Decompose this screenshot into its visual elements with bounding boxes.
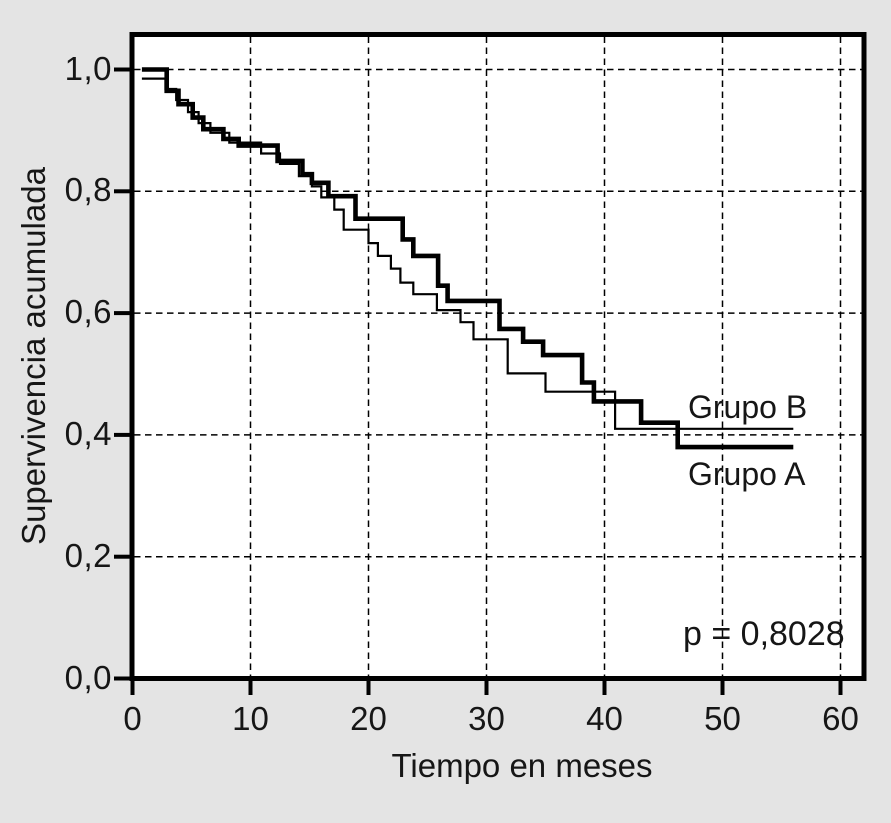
x-tick-label: 20 xyxy=(350,700,387,737)
y-tick-label: 0,8 xyxy=(64,171,112,209)
p-value-annotation: p = 0,8028 xyxy=(683,615,845,653)
y-tick-label: 1,0 xyxy=(64,49,112,87)
x-axis-title: Tiempo en meses xyxy=(391,747,653,784)
x-tick-label: 10 xyxy=(232,700,269,737)
x-tick-label: 50 xyxy=(704,700,741,737)
y-tick-label: 0,2 xyxy=(64,536,112,574)
x-tick-label: 40 xyxy=(586,700,623,737)
y-tick-label: 0,0 xyxy=(64,658,112,696)
series-label-grupo-b: Grupo B xyxy=(688,389,808,425)
survival-curve-grupo-b xyxy=(141,77,794,430)
y-axis-title: Supervivencia acumulada xyxy=(15,167,52,545)
series-label-grupo-a: Grupo A xyxy=(688,456,806,492)
survival-curve-grupo-a xyxy=(141,67,794,450)
y-tick-label: 0,4 xyxy=(64,415,112,453)
plot-frame xyxy=(129,32,867,681)
x-tick-label: 0 xyxy=(123,700,142,737)
x-tick-label: 30 xyxy=(468,700,505,737)
x-tick-label: 60 xyxy=(822,700,859,737)
y-tick-label: 0,6 xyxy=(64,293,112,331)
